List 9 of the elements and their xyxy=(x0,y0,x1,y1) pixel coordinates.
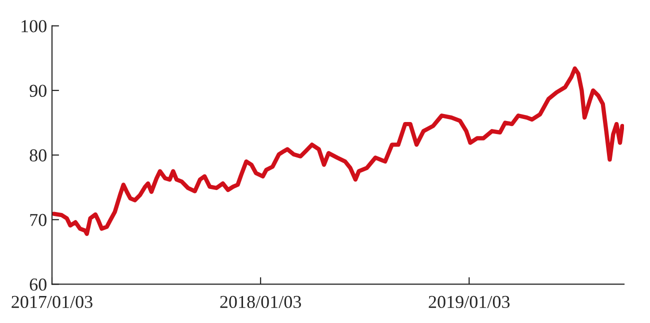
x-tick-label: 2019/01/03 xyxy=(428,296,510,308)
x-tick-label: 2017/01/03 xyxy=(12,296,92,308)
y-tick-label: 60 xyxy=(30,278,46,291)
y-tick-label: 100 xyxy=(22,20,46,32)
y-tick-label: 90 xyxy=(30,84,46,97)
line-series xyxy=(52,66,624,236)
x-tick-label: 2018/01/03 xyxy=(220,296,301,308)
y-tick-label: 80 xyxy=(30,149,46,162)
y-tick-label: 70 xyxy=(30,214,46,226)
